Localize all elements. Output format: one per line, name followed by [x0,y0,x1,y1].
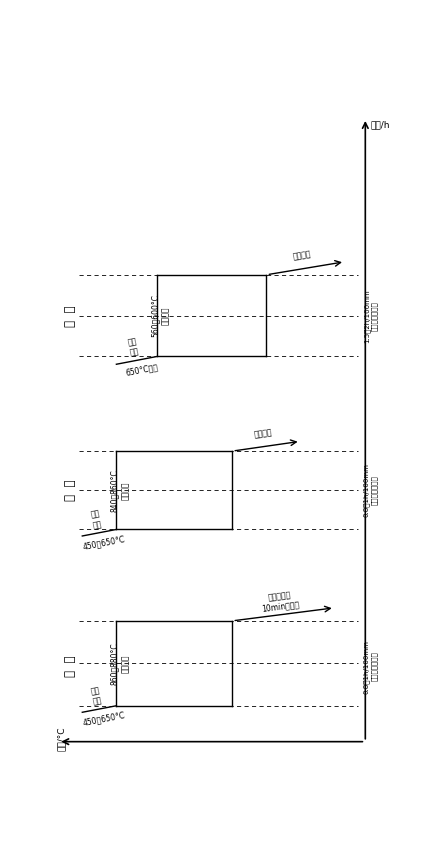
Text: 回  火: 回 火 [64,305,77,326]
Text: 出炉淡火: 出炉淡火 [253,427,273,439]
Text: 840～860°C
均温保温: 840～860°C 均温保温 [110,469,129,511]
Text: 淡  火: 淡 火 [64,479,77,501]
Text: 860～880°C
均温保温: 860～880°C 均温保温 [110,642,129,684]
Text: 入炉
预热: 入炉 预热 [127,337,140,358]
Text: 出炉空冷: 出炉空冷 [292,249,312,261]
Text: 0.8～1h/100mm
有效横截面直径: 0.8～1h/100mm 有效横截面直径 [363,463,378,517]
Text: 入炉
预热: 入炉 预热 [90,685,102,706]
Text: 出炉后覆盖
10min再风冷: 出炉后覆盖 10min再风冷 [260,589,300,613]
Text: 正  火: 正 火 [64,656,77,678]
Text: 560～600°C
均温保温: 560～600°C 均温保温 [151,294,170,338]
Text: 650°C装炉: 650°C装炉 [125,363,159,377]
Text: 1.5～2h/100mm
有效横截面直径: 1.5～2h/100mm 有效横截面直径 [363,289,378,343]
Text: 450～650°C: 450～650°C [82,534,126,551]
Text: 温度/°C: 温度/°C [57,727,66,751]
Text: 入炉
预热: 入炉 预热 [90,510,102,530]
Text: 450～650°C: 450～650°C [82,711,126,728]
Text: 时间/h: 时间/h [371,120,390,129]
Text: 0.8～1h/100mm
有效横截面直径: 0.8～1h/100mm 有效横截面直径 [363,639,378,694]
